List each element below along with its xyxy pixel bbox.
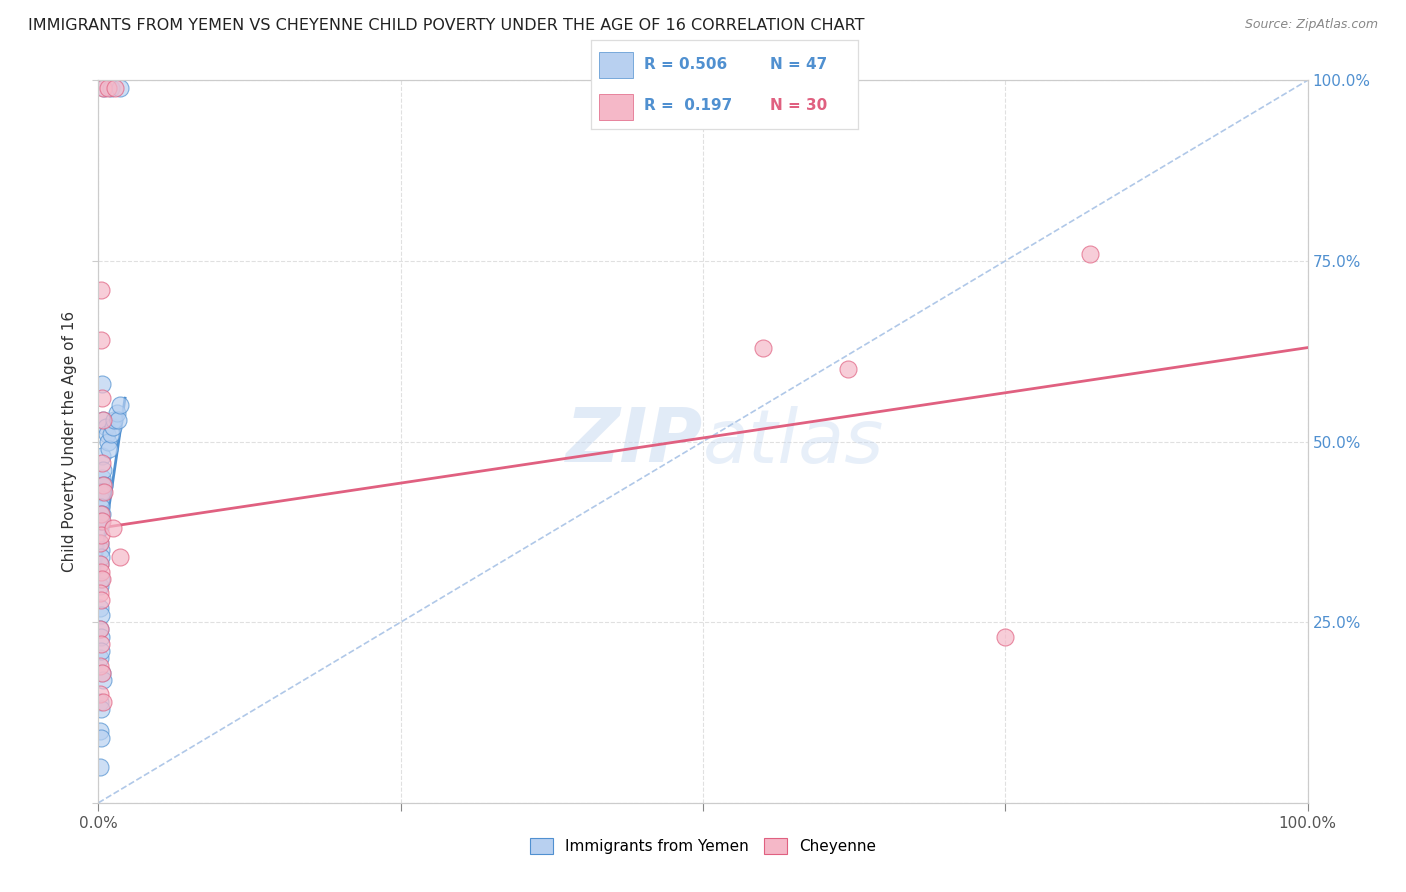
Point [89,651,111,665]
Text: ZIP: ZIP [565,405,703,478]
Point [107,413,129,427]
Text: R =  0.197: R = 0.197 [644,98,733,112]
Point [91,478,114,492]
Point [108,80,131,95]
Point [91,572,114,586]
Point [89,623,111,637]
Point [91,391,114,405]
Point [90,542,112,557]
Point [90,607,112,622]
Legend: Immigrants from Yemen, Cheyenne: Immigrants from Yemen, Cheyenne [524,832,882,860]
Point [91,507,114,521]
Point [91,665,114,680]
Y-axis label: Child Poverty Under the Age of 16: Child Poverty Under the Age of 16 [62,311,77,572]
Point [89,507,111,521]
Point [752,341,775,355]
Point [91,485,114,500]
Point [108,398,131,412]
Point [837,362,859,376]
Point [93,485,115,500]
Point [91,449,114,463]
Point [89,579,111,593]
Point [103,413,125,427]
Point [89,695,111,709]
Point [91,456,114,470]
Point [90,492,112,507]
Point [90,334,112,348]
Point [91,673,114,687]
Point [101,521,124,535]
Point [90,630,112,644]
Bar [599,52,633,78]
Point [89,535,111,549]
Point [994,630,1017,644]
Point [89,760,111,774]
Point [90,283,112,297]
Point [89,485,111,500]
Point [105,406,128,420]
Point [91,665,114,680]
Point [89,658,111,673]
Point [91,695,114,709]
Point [89,723,111,738]
Point [93,478,115,492]
Point [100,427,122,442]
Point [90,644,112,658]
Point [91,80,114,95]
Point [97,80,120,95]
Point [91,413,114,427]
Point [90,514,112,528]
Point [97,434,120,449]
Text: IMMIGRANTS FROM YEMEN VS CHEYENNE CHILD POVERTY UNDER THE AGE OF 16 CORRELATION : IMMIGRANTS FROM YEMEN VS CHEYENNE CHILD … [28,18,865,33]
Point [89,558,111,572]
Point [89,586,111,600]
Point [96,427,118,442]
Point [90,637,112,651]
Point [94,420,117,434]
Point [90,593,112,607]
Point [89,521,111,535]
Point [90,550,112,565]
Text: N = 47: N = 47 [769,57,827,71]
Point [100,80,122,95]
Point [91,514,114,528]
Point [89,558,111,572]
Bar [599,94,633,120]
Point [90,528,112,542]
Point [89,687,111,701]
Point [90,702,112,716]
Point [90,572,112,586]
Point [90,500,112,514]
Point [98,442,121,456]
Point [90,507,112,521]
Text: R = 0.506: R = 0.506 [644,57,727,71]
Point [108,550,131,565]
Point [91,463,114,477]
Point [89,600,111,615]
Point [91,413,114,427]
Point [1078,246,1101,260]
Text: Source: ZipAtlas.com: Source: ZipAtlas.com [1244,18,1378,31]
Point [104,80,127,95]
Point [90,478,112,492]
Point [89,535,111,549]
Point [89,623,111,637]
Text: N = 30: N = 30 [769,98,827,112]
Point [91,470,114,484]
Point [90,731,112,745]
Point [93,80,115,95]
Text: atlas: atlas [703,406,884,477]
Point [90,565,112,579]
Point [91,376,114,391]
Point [101,420,124,434]
